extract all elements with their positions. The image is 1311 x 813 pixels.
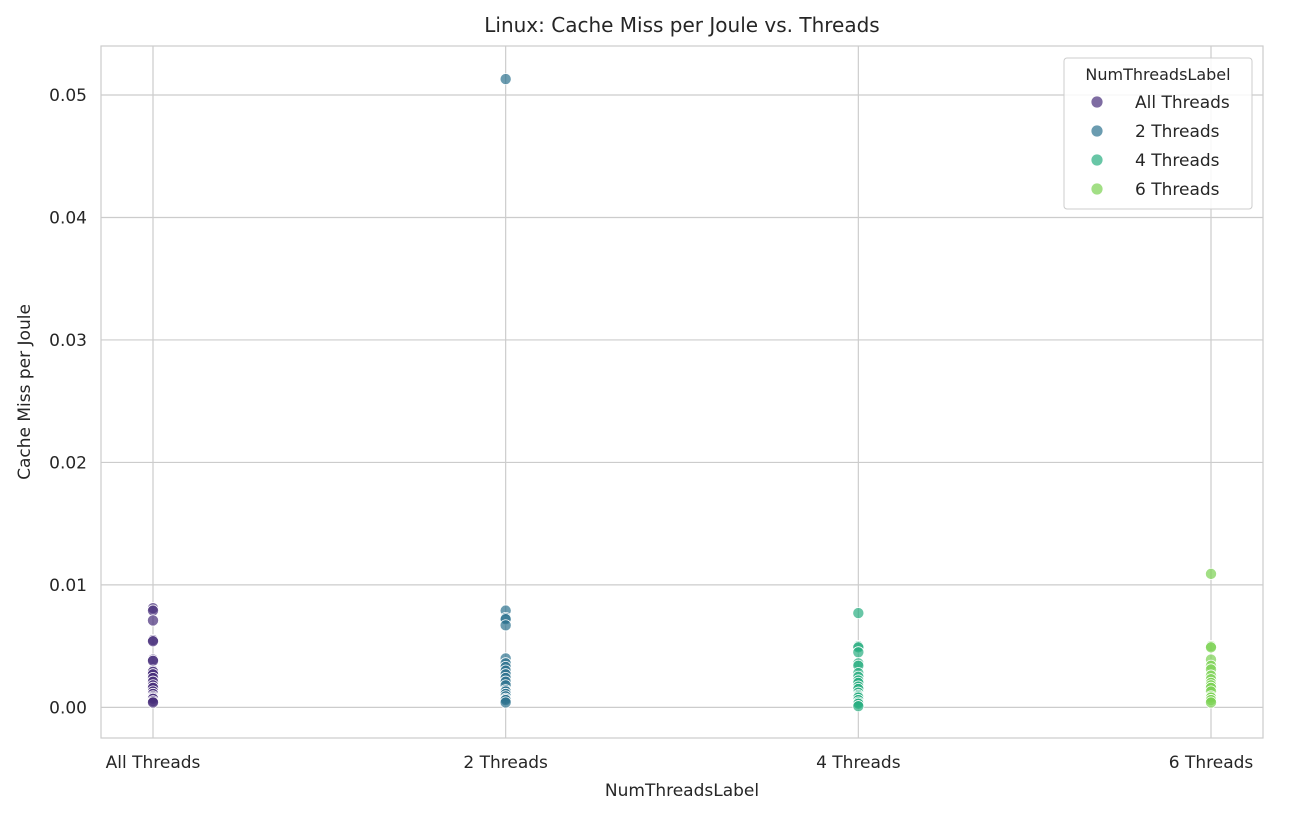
- y-axis-ticks: 0.00 0.01 0.02 0.03 0.04 0.05: [49, 86, 87, 718]
- data-point: [852, 700, 865, 713]
- data-point: [852, 607, 865, 620]
- x-axis-title: NumThreadsLabel: [605, 781, 759, 801]
- data-points: [146, 73, 1218, 713]
- data-point: [1205, 696, 1218, 709]
- legend-marker: [1091, 183, 1103, 195]
- legend-box: [1063, 57, 1253, 210]
- data-point: [1205, 641, 1218, 654]
- x-tick-label: All Threads: [106, 753, 201, 773]
- y-tick-label: 0.03: [49, 331, 87, 351]
- y-tick-label: 0.05: [49, 86, 87, 106]
- data-point: [1205, 567, 1218, 580]
- y-axis-title: Cache Miss per Joule: [15, 304, 35, 480]
- legend-label: 2 Threads: [1135, 122, 1220, 142]
- legend-marker: [1091, 125, 1103, 137]
- data-point: [499, 619, 512, 632]
- legend-entries: All Threads 2 Threads 4 Threads 6 Threads: [1091, 93, 1230, 200]
- legend-label: 6 Threads: [1135, 180, 1220, 200]
- data-point: [852, 646, 865, 659]
- x-tick-label: 6 Threads: [1169, 753, 1254, 773]
- legend-label: All Threads: [1135, 93, 1230, 113]
- x-axis-ticks: All Threads 2 Threads 4 Threads 6 Threads: [106, 753, 1254, 773]
- x-tick-label: 4 Threads: [816, 753, 901, 773]
- legend-label: 4 Threads: [1135, 151, 1220, 171]
- y-tick-label: 0.01: [49, 576, 87, 596]
- legend-marker: [1091, 154, 1103, 166]
- y-tick-label: 0.00: [49, 698, 87, 718]
- legend: NumThreadsLabel All Threads 2 Threads 4 Th…: [1063, 57, 1253, 210]
- data-point: [146, 635, 159, 648]
- data-point: [499, 73, 512, 86]
- data-point: [146, 696, 159, 709]
- chart-title: Linux: Cache Miss per Joule vs. Threads: [484, 13, 879, 37]
- data-point: [499, 696, 512, 709]
- data-point: [146, 614, 159, 627]
- legend-title: NumThreadsLabel: [1085, 65, 1230, 84]
- legend-marker: [1091, 96, 1103, 108]
- x-tick-label: 2 Threads: [463, 753, 548, 773]
- plot-frame: [100, 45, 1264, 739]
- y-tick-label: 0.02: [49, 453, 87, 473]
- y-tick-label: 0.04: [49, 208, 87, 228]
